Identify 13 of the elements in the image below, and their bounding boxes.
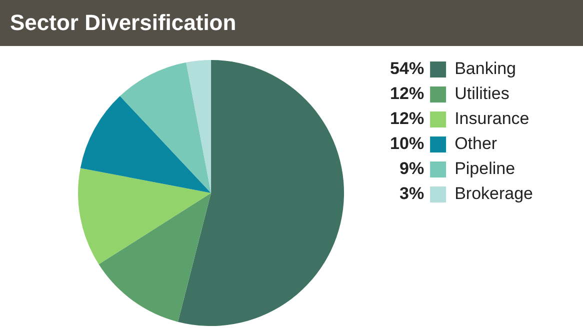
data-label: 3% — [399, 184, 424, 204]
data-label: 54% — [390, 59, 424, 78]
legend-label: Brokerage — [454, 184, 534, 204]
data-label: 10% — [390, 134, 424, 154]
data-label: 12% — [390, 84, 424, 104]
legend-label: Pipeline — [454, 159, 516, 178]
data-label: 9% — [399, 159, 424, 178]
legend-label: Banking — [454, 59, 516, 78]
chart-title: Sector Diversification — [0, 0, 583, 46]
legend-label: Other — [454, 134, 498, 154]
legend-label: Utilities — [454, 84, 510, 104]
data-label: 12% — [390, 109, 424, 128]
legend-label: Insurance — [454, 109, 530, 128]
